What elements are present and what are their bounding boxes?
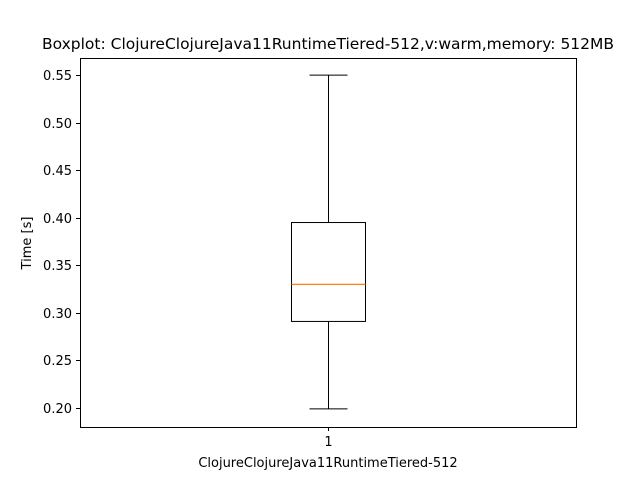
y-tick-label: 0.50 [43,117,72,132]
y-tick-label: 0.20 [43,402,72,417]
y-axis-label: Time [s] [20,217,35,271]
y-tick-label: 0.55 [43,69,72,84]
chart-title: Boxplot: ClojureClojureJava11RuntimeTier… [42,35,614,53]
y-tick-label: 0.30 [43,307,72,322]
box-1 [291,74,366,410]
x-tick-label: 1 [324,435,332,450]
interquartile-box [291,222,366,322]
y-tick-label: 0.45 [43,164,72,179]
y-axis: 0.20 0.25 0.30 0.35 0.40 0.45 0.50 0.55 [43,69,80,417]
x-axis-label: ClojureClojureJava11RuntimeTiered-512 [198,456,457,471]
y-tick-label: 0.25 [43,354,72,369]
x-axis: 1 [324,427,333,450]
y-tick-label: 0.40 [43,212,72,227]
y-tick-label: 0.35 [43,259,72,274]
box-series [291,74,366,410]
